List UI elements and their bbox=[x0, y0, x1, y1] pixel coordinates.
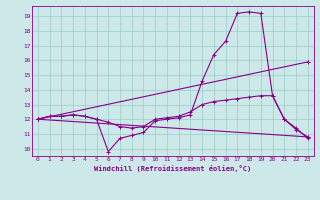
X-axis label: Windchill (Refroidissement éolien,°C): Windchill (Refroidissement éolien,°C) bbox=[94, 165, 252, 172]
